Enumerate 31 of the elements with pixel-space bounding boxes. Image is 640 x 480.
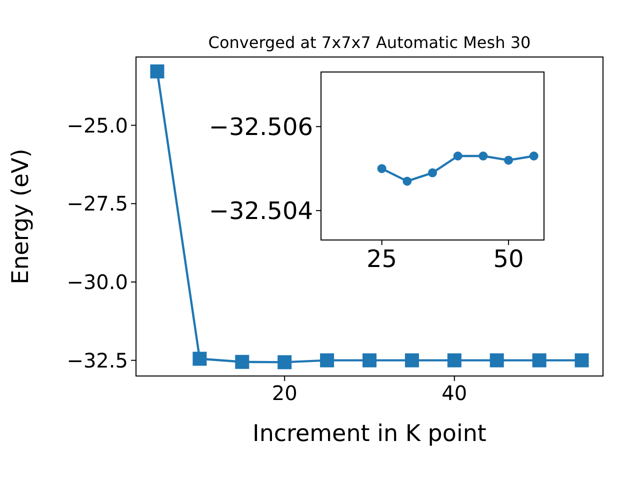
x-tick-label: 25 xyxy=(366,245,398,274)
point xyxy=(529,152,538,160)
point xyxy=(504,156,514,165)
x-tick-label: 20 xyxy=(272,381,298,405)
y-axis-title: Energy (eV) xyxy=(8,148,34,284)
y-tick-label: −30.0 xyxy=(66,270,128,294)
point xyxy=(362,353,376,368)
point xyxy=(574,353,589,368)
point xyxy=(447,353,462,368)
x-tick-label: 50 xyxy=(493,245,524,274)
point xyxy=(490,353,504,368)
point xyxy=(150,64,164,78)
point xyxy=(532,353,546,368)
point xyxy=(404,353,419,368)
y-tick-label: −27.5 xyxy=(66,192,128,216)
point xyxy=(320,353,334,368)
point xyxy=(278,355,292,370)
y-tick-label: −32.504 xyxy=(208,197,313,225)
chart-title: Converged at 7x7x7 Automatic Mesh 30 xyxy=(208,33,531,52)
point xyxy=(192,352,207,366)
point xyxy=(453,152,462,160)
point xyxy=(377,164,386,174)
y-tick-label: −25.0 xyxy=(66,113,128,138)
x-tick-label: 40 xyxy=(442,381,468,405)
x-axis-title: Increment in K point xyxy=(252,421,486,447)
point xyxy=(402,176,412,186)
point xyxy=(235,354,250,369)
y-tick-label: −32.5 xyxy=(66,348,128,372)
point xyxy=(478,152,488,160)
y-tick-label: −32.506 xyxy=(208,113,313,141)
point xyxy=(428,168,437,178)
